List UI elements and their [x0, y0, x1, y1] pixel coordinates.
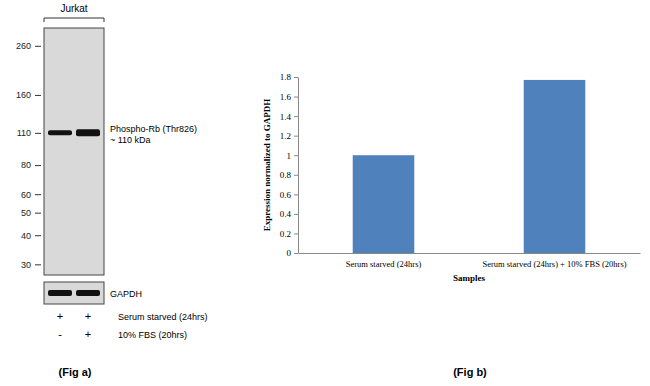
caption: (Fig a) — [59, 366, 92, 378]
tick-mark — [294, 214, 298, 215]
tick-mark — [35, 165, 41, 166]
tick: Serum starved (24hrs) — [346, 253, 422, 269]
tick: 1.6 — [280, 92, 298, 102]
tick-mark — [294, 155, 298, 156]
band-name: Phospho-Rb (Thr826) — [110, 124, 197, 134]
axis-line — [35, 29, 42, 276]
tick: 0.8 — [280, 170, 298, 180]
tick-mark — [294, 253, 298, 254]
tick-mark — [294, 233, 298, 234]
axis-line — [299, 253, 641, 254]
tick-mark — [294, 175, 298, 176]
tick-label: 1 — [287, 151, 292, 161]
tick: 1.8 — [280, 72, 298, 82]
condition-sign: - — [58, 328, 62, 340]
tick: 160 — [16, 90, 41, 100]
tick-label: 0.8 — [280, 170, 292, 180]
condition-name: Serum starved (24hrs) — [118, 312, 208, 322]
tick-label: 0.4 — [280, 209, 292, 219]
band — [76, 129, 100, 136]
bracket — [44, 18, 104, 22]
tick-label: 0.6 — [280, 190, 292, 200]
tick: 50 — [21, 208, 41, 218]
tick-mark — [35, 46, 41, 47]
tick-label: 1.8 — [280, 72, 292, 82]
tick-mark — [35, 264, 41, 265]
tick-mark — [35, 194, 41, 195]
tick: 260 — [16, 41, 41, 51]
tick-label: 260 — [16, 41, 31, 51]
condition-sign: + — [57, 310, 63, 322]
axis-line — [298, 78, 299, 254]
bar — [353, 155, 415, 253]
tick-label: 50 — [21, 208, 31, 218]
tick-mark — [294, 136, 298, 137]
tick-label: 1.2 — [280, 131, 291, 141]
tick-label: Serum starved (24hrs) — [346, 259, 422, 269]
tick-label: 1.4 — [280, 111, 292, 121]
tick-label: 160 — [16, 90, 31, 100]
tick: 60 — [21, 190, 41, 200]
tick-label: 40 — [21, 231, 31, 241]
tick: Serum starved (24hrs) + 10% FBS (20hrs) — [482, 253, 626, 269]
tick: 0.4 — [280, 209, 298, 219]
tick-label: Serum starved (24hrs) + 10% FBS (20hrs) — [482, 259, 626, 269]
tick-label: 80 — [21, 160, 31, 170]
condition-sign: + — [85, 310, 91, 322]
bar-chart: 0 0.2 0.4 0.6 0.8 1 1.2 1.4 1.6 1.8 Serum starved … — [262, 72, 641, 283]
tick: 0.2 — [280, 229, 298, 239]
caption: (Fig b) — [453, 366, 487, 378]
tick-mark — [35, 235, 41, 236]
y-axis: 0 0.2 0.4 0.6 0.8 1 1.2 1.4 1.6 1.8 — [280, 72, 299, 258]
loading-label: GAPDH — [110, 289, 142, 299]
tick: 0 — [287, 248, 299, 258]
tick-mark — [294, 97, 298, 98]
mw-axis: 260 160 110 80 60 50 40 30 — [16, 29, 42, 276]
bars — [353, 80, 586, 253]
tick: 1.2 — [280, 131, 298, 141]
x-axis: Serum starved (24hrs) Serum starved (24hr… — [299, 253, 641, 269]
tick-mark — [35, 213, 41, 214]
tick-label: 1.6 — [280, 92, 292, 102]
tick: 1.4 — [280, 111, 298, 121]
band — [48, 130, 72, 135]
condition-name: 10% FBS (20hrs) — [118, 330, 187, 340]
tick: 0.6 — [280, 190, 298, 200]
tick-label: 60 — [21, 190, 31, 200]
figure: 260 160 110 80 60 50 40 30 Jurkat Phospho-Rb (Thr… — [0, 0, 650, 386]
tick-mark — [35, 133, 41, 134]
band-size: ~ 110 kDa — [110, 135, 151, 145]
loading-band — [48, 290, 72, 296]
x-axis-title: Samples — [453, 273, 486, 283]
tick: 1 — [287, 151, 299, 161]
tick: 80 — [21, 160, 41, 170]
loading-band — [76, 290, 100, 296]
condition-sign: + — [85, 328, 91, 340]
tick-label: 30 — [21, 260, 31, 270]
loading-membrane — [44, 282, 104, 304]
tick-mark — [294, 194, 298, 195]
membrane — [44, 28, 104, 275]
bands — [48, 129, 100, 136]
tick: 110 — [17, 128, 41, 138]
tick: 40 — [21, 231, 41, 241]
tick-mark — [35, 95, 41, 96]
sample-label: Jurkat — [60, 3, 87, 14]
tick-mark — [294, 77, 298, 78]
tick-label: 0.2 — [280, 229, 291, 239]
tick-mark — [294, 116, 298, 117]
tick-label: 0 — [287, 248, 292, 258]
bar — [524, 80, 586, 253]
tick-label: 110 — [17, 128, 31, 138]
y-axis-title: Expression normalized to GAPDH — [262, 99, 272, 232]
tick: 30 — [21, 260, 41, 270]
